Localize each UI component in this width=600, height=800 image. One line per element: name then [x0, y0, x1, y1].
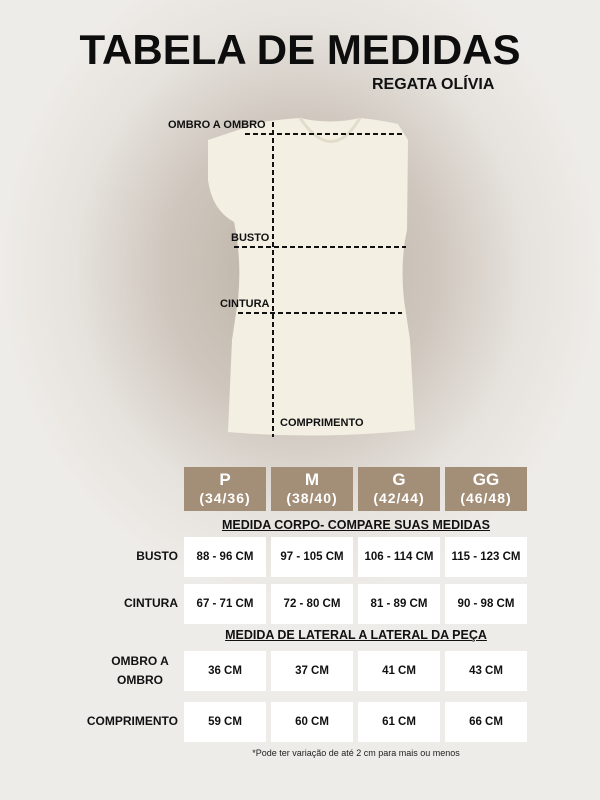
measurement-cell: 59 CM [184, 702, 266, 742]
size-header: GG (46/48) [445, 467, 527, 511]
size-name: P [219, 470, 231, 489]
size-range: (34/36) [199, 490, 251, 506]
measurement-cell: 81 - 89 CM [358, 584, 440, 624]
measurement-cell: 66 CM [445, 702, 527, 742]
bust-label: BUSTO [231, 232, 270, 244]
row-label: COMPRIMENTO [86, 714, 178, 728]
size-name: G [392, 470, 406, 489]
product-name: REGATA OLÍVIA [372, 76, 495, 93]
measurement-cell: 72 - 80 CM [271, 584, 353, 624]
size-header: P (34/36) [184, 467, 266, 511]
size-header: M (38/40) [271, 467, 353, 511]
measurement-cell: 41 CM [358, 651, 440, 691]
size-range: (38/40) [286, 490, 338, 506]
measurement-cell: 43 CM [445, 651, 527, 691]
length-label: COMPRIMENTO [280, 417, 364, 429]
size-name: GG [472, 470, 500, 489]
footnote: *Pode ter variação de até 2 cm para mais… [252, 748, 460, 758]
row-label: CINTURA [124, 596, 178, 610]
measurement-cell: 37 CM [271, 651, 353, 691]
measurement-cell: 88 - 96 CM [184, 537, 266, 577]
neckline [298, 117, 362, 143]
waist-label: CINTURA [220, 298, 270, 310]
row-label: BUSTO [136, 549, 178, 563]
measurement-cell: 36 CM [184, 651, 266, 691]
tank-top-illustration [208, 118, 415, 436]
measurement-cell: 90 - 98 CM [445, 584, 527, 624]
shoulder-label: OMBRO A OMBRO [168, 119, 266, 131]
measurement-cell: 61 CM [358, 702, 440, 742]
section-garment-heading: MEDIDA DE LATERAL A LATERAL DA PEÇA [225, 628, 487, 642]
measurement-cell: 106 - 114 CM [358, 537, 440, 577]
measurement-cell: 67 - 71 CM [184, 584, 266, 624]
row-label: OMBRO A OMBRO [111, 654, 169, 687]
measurement-cell: 97 - 105 CM [271, 537, 353, 577]
size-name: M [304, 470, 320, 489]
measurement-cell: 115 - 123 CM [445, 537, 527, 577]
section-body-heading: MEDIDA CORPO- COMPARE SUAS MEDIDAS [221, 518, 491, 532]
size-range: (46/48) [460, 490, 512, 506]
measurement-cell: 60 CM [271, 702, 353, 742]
size-range: (42/44) [373, 490, 425, 506]
page-title: TABELA DE MEDIDAS [79, 26, 521, 73]
garment-diagram [208, 117, 415, 437]
size-header: G (42/44) [358, 467, 440, 511]
